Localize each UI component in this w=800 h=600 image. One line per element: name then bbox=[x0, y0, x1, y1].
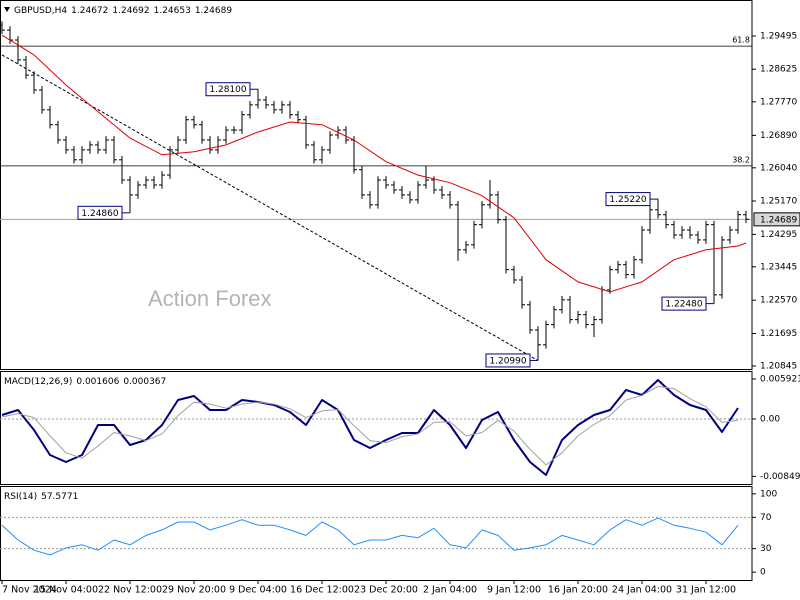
series-line bbox=[1, 379, 739, 476]
x-tick-label: 9 Dec 04:00 bbox=[229, 585, 287, 596]
moving-average bbox=[1, 34, 747, 293]
panel-title: MACD(12,26,9) bbox=[4, 377, 72, 387]
header-value: 1.24672 bbox=[71, 6, 108, 16]
annotation-box bbox=[205, 82, 251, 97]
annotation-label: 1.28100 bbox=[209, 85, 246, 95]
panel-frame bbox=[0, 371, 753, 485]
fib-label: 61.8 bbox=[732, 36, 750, 45]
annotation-label: 1.25220 bbox=[609, 195, 646, 205]
header-value: 1.24692 bbox=[112, 6, 149, 16]
y-tick-label: 0.005921 bbox=[760, 374, 800, 384]
annotation-box bbox=[485, 353, 531, 368]
header-value: 1.24653 bbox=[154, 6, 191, 16]
y-tick-label: 1.28625 bbox=[760, 65, 797, 75]
y-tick-label: 1.22570 bbox=[760, 296, 797, 306]
menu-arrow bbox=[4, 7, 10, 12]
x-tick-label: 16 Jan 20:00 bbox=[548, 585, 608, 596]
x-tick-label: 15 Nov 04:00 bbox=[34, 585, 98, 596]
annotation-box bbox=[661, 296, 707, 311]
x-tick-label: 22 Nov 12:00 bbox=[98, 585, 162, 596]
last-price-label: 1.24689 bbox=[760, 215, 797, 225]
y-tick-label: 0.00 bbox=[760, 414, 780, 424]
y-tick-label: 30 bbox=[760, 544, 772, 554]
annotation-box bbox=[605, 192, 651, 207]
y-tick-label: 0 bbox=[760, 568, 766, 578]
panel-frame bbox=[0, 486, 753, 581]
annotation-label: 1.22480 bbox=[665, 300, 702, 310]
header-value: 57.5771 bbox=[41, 492, 78, 502]
annotation-label: 1.24860 bbox=[81, 209, 118, 219]
x-tick-label: 23 Dec 20:00 bbox=[354, 585, 418, 596]
x-tick-label: 7 Nov 2024 bbox=[2, 585, 57, 596]
y-tick-label: 1.23445 bbox=[760, 262, 797, 272]
y-tick-label: 1.21695 bbox=[760, 329, 797, 339]
panel-title: GBPUSD,H4 bbox=[14, 6, 67, 16]
y-tick-label: 1.26040 bbox=[760, 163, 797, 173]
y-tick-label: 1.20845 bbox=[760, 361, 797, 371]
x-tick-label: 24 Jan 04:00 bbox=[612, 585, 672, 596]
y-tick-label: -0.00849 bbox=[760, 472, 800, 482]
y-tick-label: 1.25170 bbox=[760, 196, 797, 206]
series-line bbox=[1, 386, 739, 466]
watermark: Action Forex bbox=[148, 286, 272, 311]
panel-header: GBPUSD,H4 1.24672 1.24692 1.24653 1.24689 bbox=[14, 6, 232, 16]
panel-header: MACD(12,26,9) 0.001606 0.000367 bbox=[4, 377, 166, 387]
y-tick-label: 1.26890 bbox=[760, 131, 797, 141]
fib-label: 38.2 bbox=[732, 155, 750, 164]
panel-frame bbox=[0, 0, 753, 370]
x-tick-label: 2 Jan 04:00 bbox=[423, 585, 477, 596]
series-line bbox=[1, 517, 739, 556]
header-value: 0.001606 bbox=[76, 377, 119, 387]
last-price-box bbox=[753, 212, 800, 227]
x-tick-label: 16 Dec 12:00 bbox=[290, 585, 354, 596]
y-tick-label: 1.29495 bbox=[760, 32, 797, 42]
header-value: 0.000367 bbox=[123, 377, 166, 387]
y-tick-label: 1.27770 bbox=[760, 97, 797, 107]
y-tick-label: 70 bbox=[760, 513, 772, 523]
panel-title: RSI(14) bbox=[4, 492, 37, 502]
y-tick-label: 1.24295 bbox=[760, 230, 797, 240]
annotation-box bbox=[77, 205, 123, 220]
x-tick-label: 9 Jan 12:00 bbox=[487, 585, 541, 596]
x-tick-label: 29 Nov 20:00 bbox=[162, 585, 226, 596]
x-tick-label: 31 Jan 12:00 bbox=[676, 585, 736, 596]
header-value: 1.24689 bbox=[195, 6, 232, 16]
annotation-label: 1.20990 bbox=[489, 356, 526, 366]
y-tick-label: 100 bbox=[760, 489, 777, 499]
panel-header: RSI(14) 57.5771 bbox=[4, 492, 78, 502]
